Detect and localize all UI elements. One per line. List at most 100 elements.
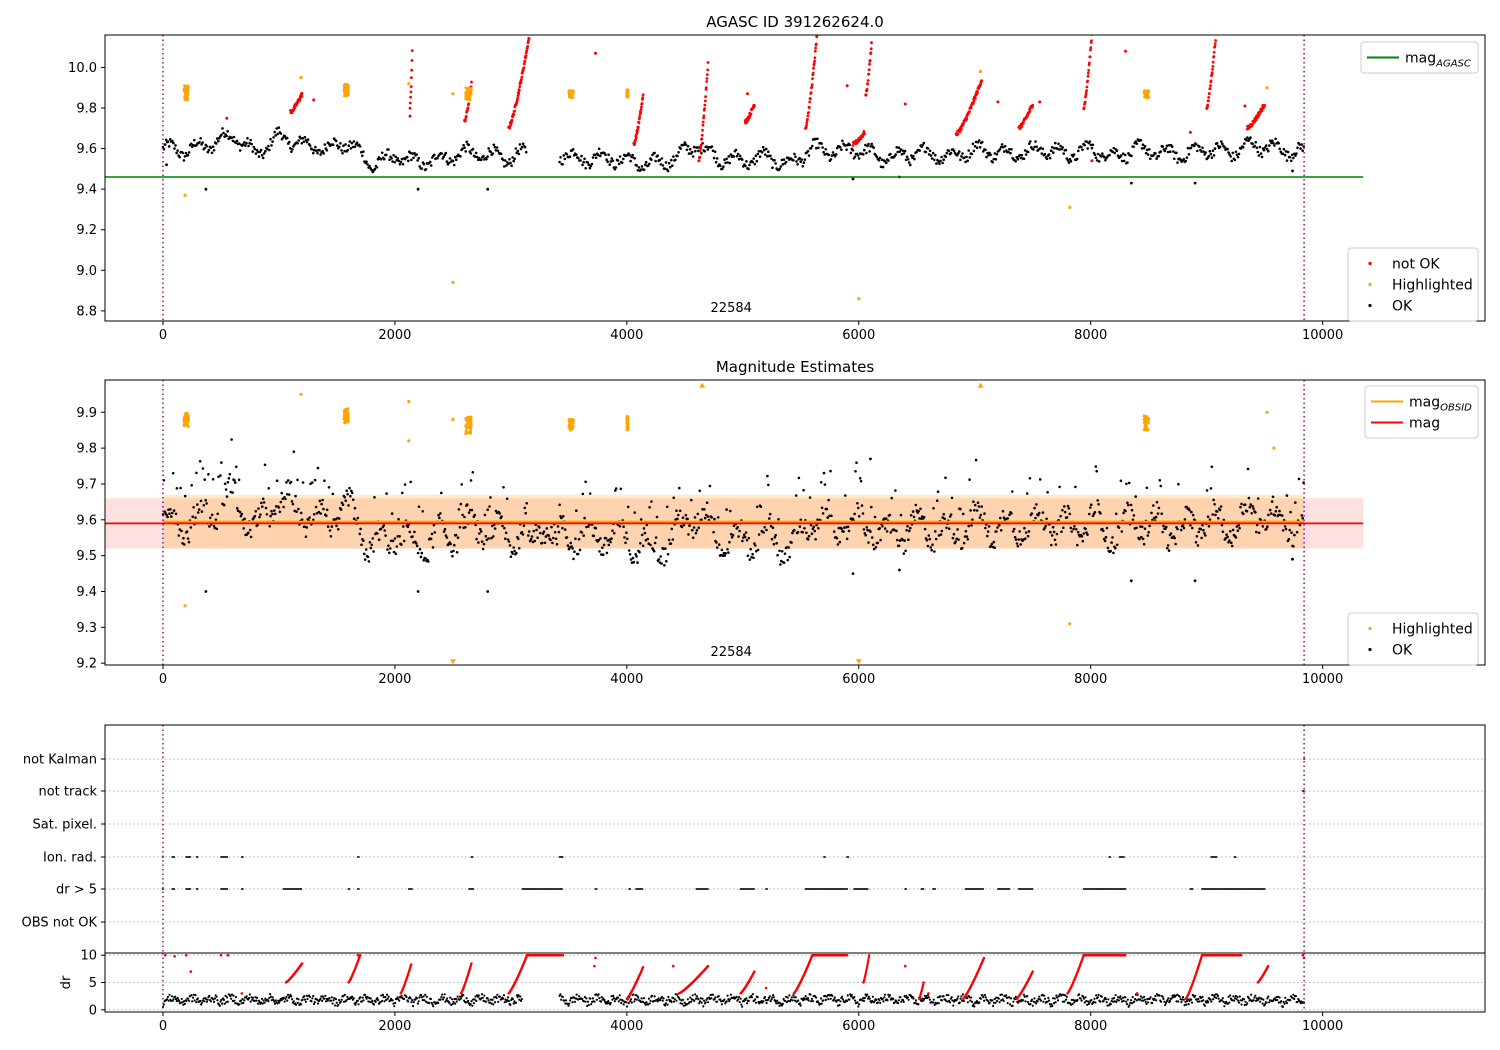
ok-point [566,544,570,547]
flag-point [300,888,303,890]
not-ok-point [956,132,960,136]
ok-point [1234,150,1238,154]
ok-point [1231,151,1235,155]
ok-point [1067,507,1071,510]
ok-point [1297,477,1301,481]
not-ok-point [1089,46,1093,50]
ok-point [823,153,826,156]
ok-point [415,542,418,545]
ok-point [1200,150,1203,153]
ok-point [538,526,541,529]
ok-point [978,516,982,519]
ok-point [1218,145,1222,149]
ok-point [604,537,608,540]
ok-point [730,536,734,539]
ok-point [321,498,324,502]
ok-point [992,540,996,544]
dr-point [268,996,271,1000]
ok-point [1231,528,1235,532]
ok-point [242,143,245,146]
ok-point [1298,143,1301,146]
ok-point [951,536,955,540]
ok-point [628,153,631,157]
ok-point [259,513,262,516]
ok-point [402,539,406,543]
ok-point [427,560,430,563]
ok-point [348,486,351,490]
ok-point [952,532,956,536]
ok-point [527,530,531,533]
dr-point [372,1003,376,1006]
ok-point [1069,526,1073,530]
ok-point [303,135,307,139]
ok-point [391,160,394,163]
ok-point [959,507,962,511]
dr-point [263,1001,266,1004]
ok-point [559,156,562,159]
not-ok-point [1124,49,1127,53]
ok-point [797,476,801,480]
ok-point [235,506,239,510]
not-ok-point [300,92,304,95]
ok-point [968,156,972,159]
ok-point [693,516,697,519]
ok-point [677,513,680,517]
dr-point [474,995,477,998]
ok-point [442,530,446,533]
highlighted-point [345,86,348,90]
legend-label: not OK [1392,257,1440,273]
ok-point [636,561,639,564]
dr-point [629,998,633,1001]
points [105,35,1364,301]
chart-title: AGASC ID 391262624.0 [706,13,884,31]
ok-point [868,150,871,153]
dr-point [974,1002,978,1005]
dr-point [316,1002,320,1005]
not-ok-point [701,128,704,132]
ok-point [991,161,994,164]
ok-point [922,516,926,519]
flag-point [1303,790,1305,792]
ok-point [1217,517,1220,520]
not-ok-point [807,111,810,114]
ok-point [420,167,424,170]
ok-point [411,535,414,538]
ok-point [1029,140,1032,143]
dr-point [699,997,702,1000]
ok-point [491,524,494,528]
dr-point [701,997,704,1000]
ok-point [296,142,299,145]
dr-point [647,1003,650,1006]
ok-point [1266,525,1269,528]
dr-point [1079,997,1082,1000]
ok-point [314,505,318,509]
ok-point [542,530,546,533]
ok-point [1125,482,1128,486]
dr-point [571,1001,574,1004]
dr-point [595,998,599,1001]
dr-point [496,993,499,996]
ok-point [367,560,371,563]
dr-point [475,999,478,1003]
not-ok-point [1086,71,1090,75]
dr-point [776,999,779,1002]
ok-point [514,147,518,150]
ok-point [777,518,780,521]
ok-point [1138,537,1141,541]
dr-point [1104,998,1107,1001]
ok-point [963,535,967,538]
ok-point [204,499,207,502]
ok-point [459,502,463,506]
ok-point [207,148,211,152]
ok-point [896,538,899,542]
ok-point [247,531,250,535]
ok-point [970,152,974,156]
highlighted-point [345,82,349,86]
ok-point [422,162,426,166]
dr-point [239,999,242,1002]
ok-point [273,509,276,512]
ok-point [1271,139,1274,143]
dr-point [587,1003,590,1007]
dr-point [1057,995,1060,998]
ok-point [814,538,817,541]
